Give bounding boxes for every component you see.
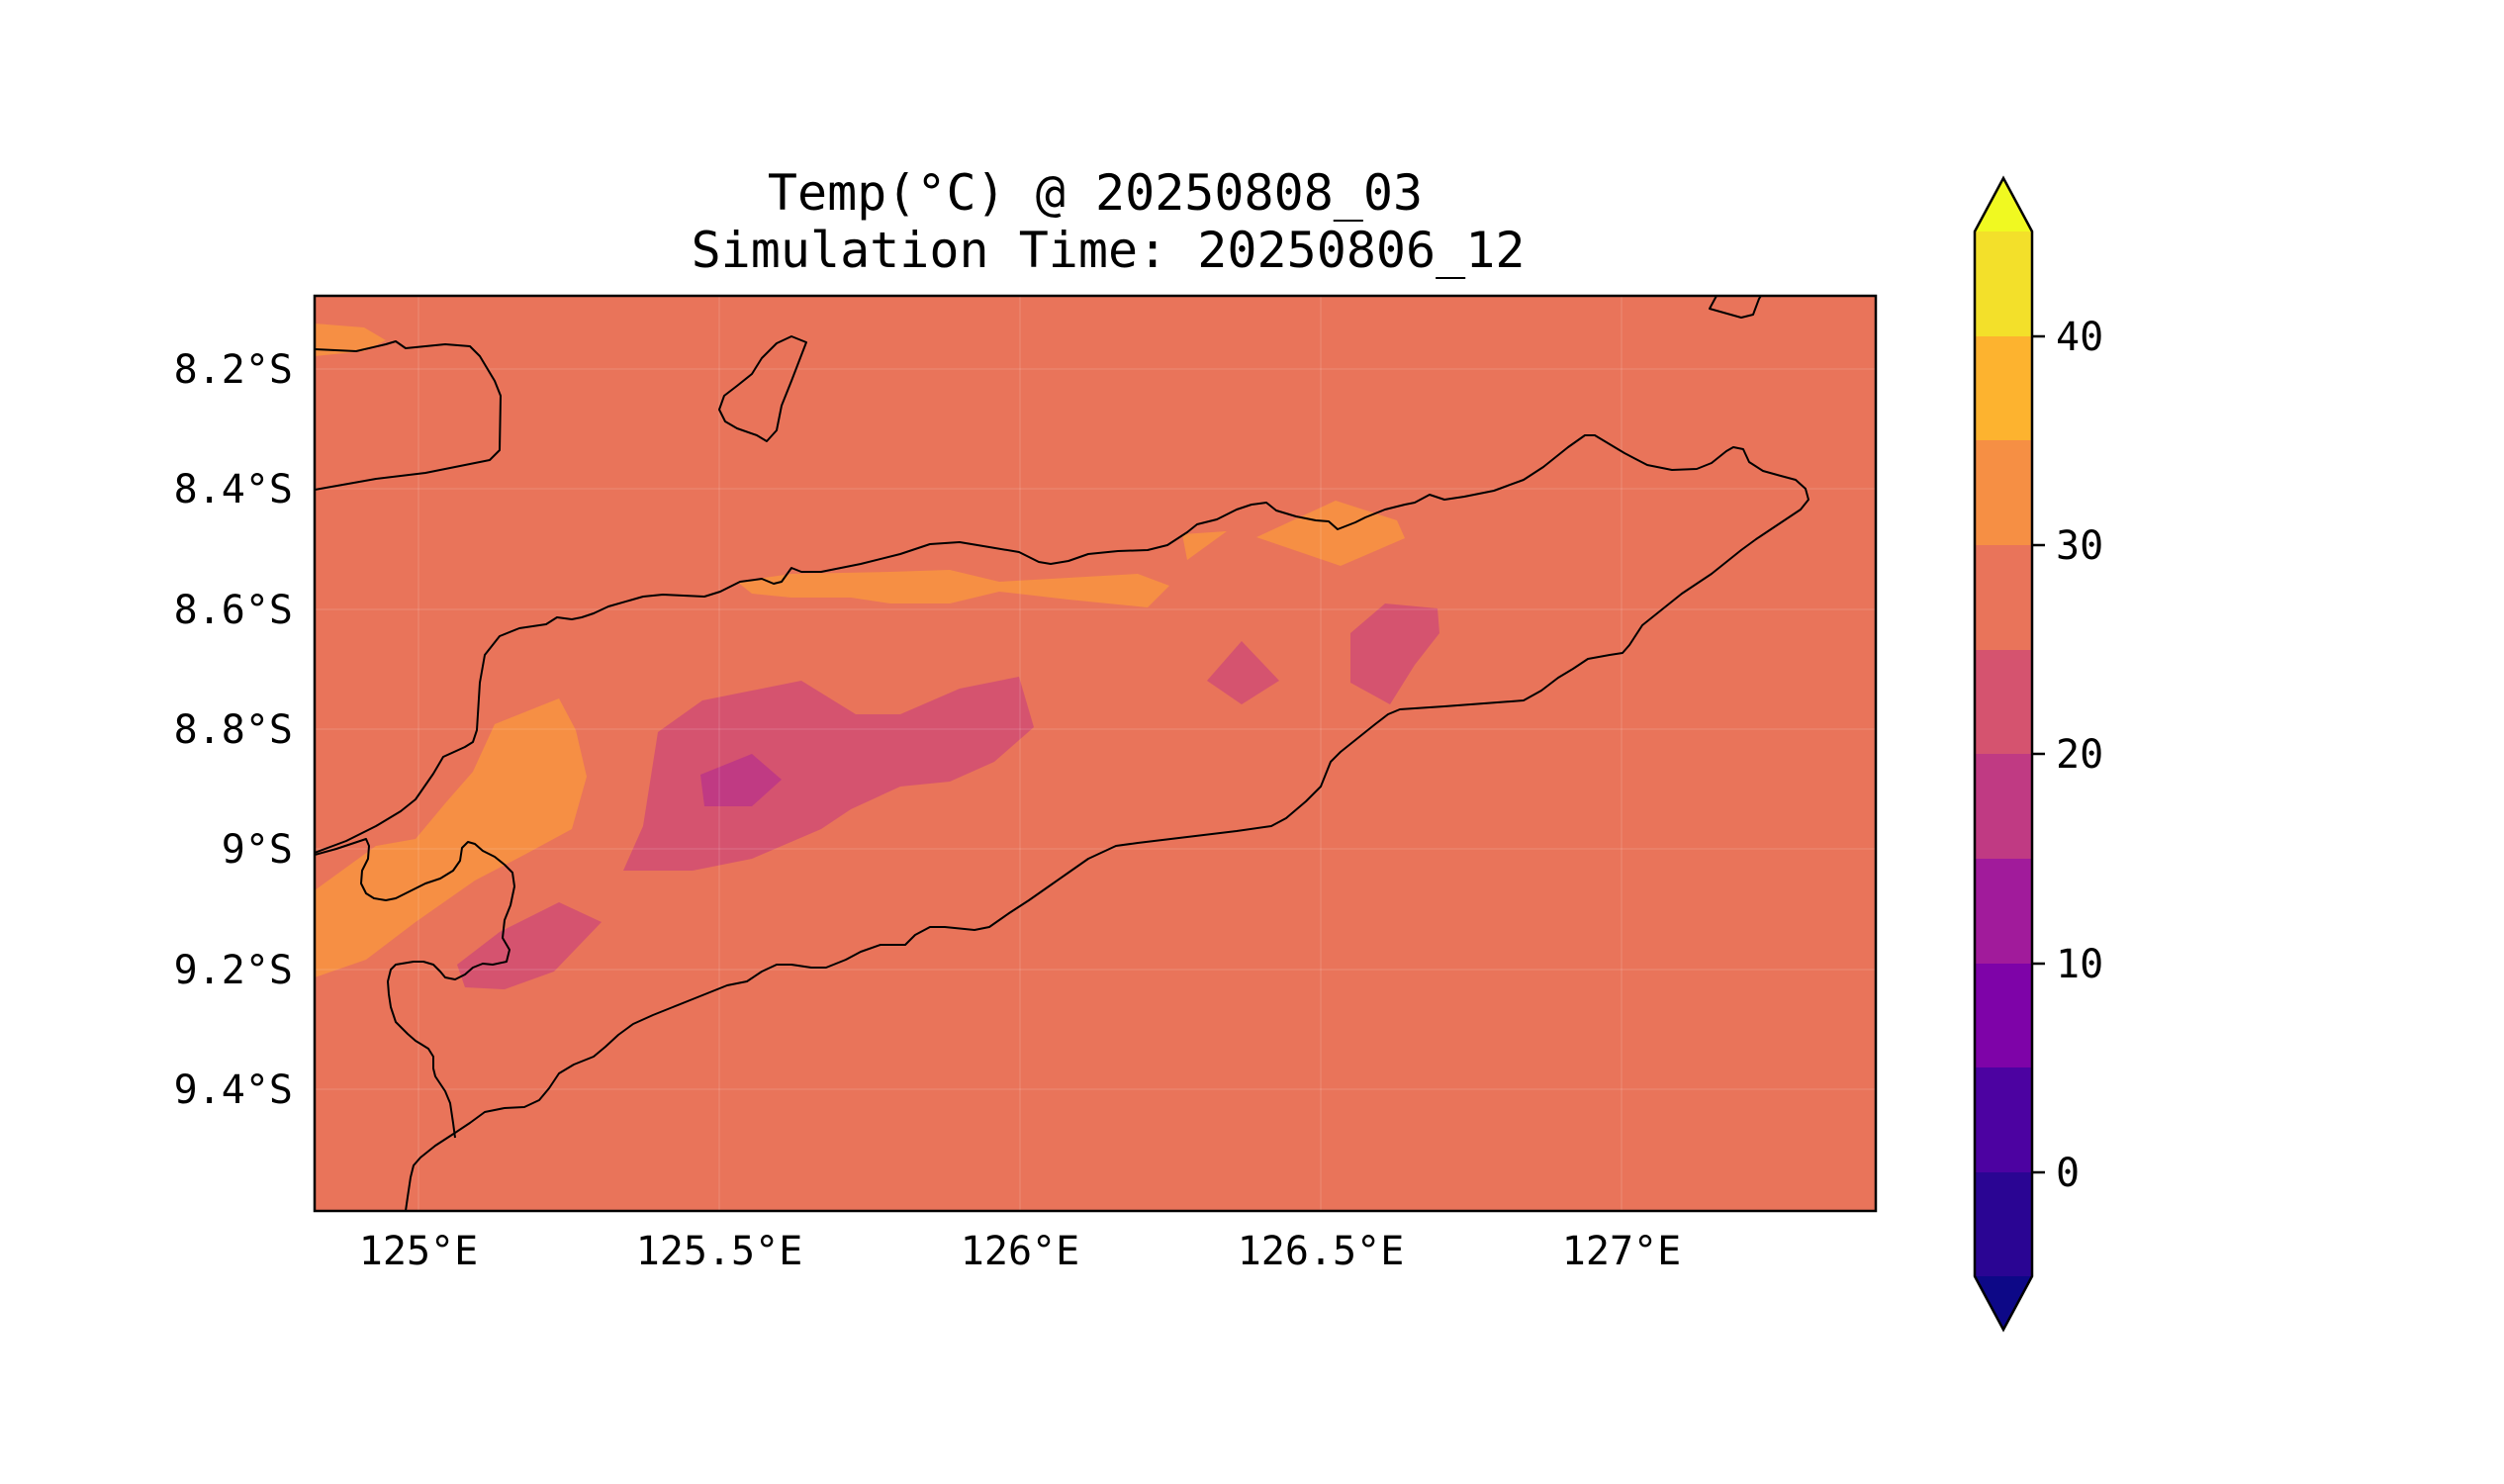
coastline-island-northeast-corner [1709,296,1762,319]
coastline-island-north [718,335,807,442]
x-tick-label: 127°E [1562,1229,1681,1274]
contour-20-25-central [623,677,1034,871]
chart-title-line1: Temp(°C) @ 20250808_03 [768,164,1423,222]
y-tick-label: 9.4°S [174,1067,293,1113]
contour-30-35-north-coast-strip [737,570,1169,607]
chart-title-line2: Simulation Time: 20250806_12 [692,222,1526,279]
y-axis-ticks: 8.2°S 8.4°S 8.6°S 8.8°S 9°S 9.2°S 9.4°S [174,347,293,1113]
colorbar-tick-label: 40 [2056,315,2103,360]
y-tick-label: 9.2°S [174,948,293,993]
colorbar-tick-label: 20 [2056,732,2103,778]
y-tick-label: 8.2°S [174,347,293,393]
colorbar-bin [1975,232,2032,336]
colorbar-tick-label: 10 [2056,942,2103,987]
contour-30-35-northeast-a [1182,531,1227,560]
colorbar-ticks [2032,334,2045,1174]
contour-15-20-core [700,754,782,806]
x-tick-label: 126.5°E [1238,1229,1405,1274]
contour-20-25-southwest [457,902,602,989]
colorbar-bin [1975,440,2032,545]
coastline-timor-main [315,434,1809,1211]
colorbar-extend-min [1975,1276,2032,1330]
coastlines [315,296,1809,1211]
colorbar-bin [1975,859,2032,964]
contour-20-25-east-small [1207,641,1279,704]
coastline-west-timor-inlet [315,838,515,1139]
coastline-flores-east [315,340,502,491]
contour-20-25-east [1350,603,1439,704]
y-tick-label: 9°S [222,827,293,873]
map-panel [315,296,1876,1211]
x-tick-label: 125°E [359,1229,478,1274]
colorbar-bin [1975,754,2032,859]
colorbar-bin [1975,336,2032,440]
y-tick-label: 8.6°S [174,588,293,633]
y-tick-label: 8.4°S [174,467,293,512]
colorbar: 40 30 20 10 0 [1973,175,2103,1333]
colorbar-bin [1975,1172,2032,1276]
colorbar-tick-label: 30 [2056,523,2103,569]
map-frame [313,294,1878,1213]
x-tick-label: 125.5°E [636,1229,803,1274]
x-axis-ticks: 125°E 125.5°E 126°E 126.5°E 127°E [359,1229,1681,1274]
colorbar-bin [1975,964,2032,1067]
colorbar-bin [1975,545,2032,650]
contour-30-35-west [315,698,587,977]
colorbar-tick-label: 0 [2056,1151,2080,1196]
y-tick-label: 8.8°S [174,707,293,753]
map-gridlines [315,296,1876,1211]
colorbar-bin [1975,1067,2032,1172]
colorbar-outline [1973,175,2034,1333]
colorbar-bin [1975,650,2032,754]
colorbar-extend-max [1975,178,2032,232]
x-tick-label: 126°E [961,1229,1079,1274]
